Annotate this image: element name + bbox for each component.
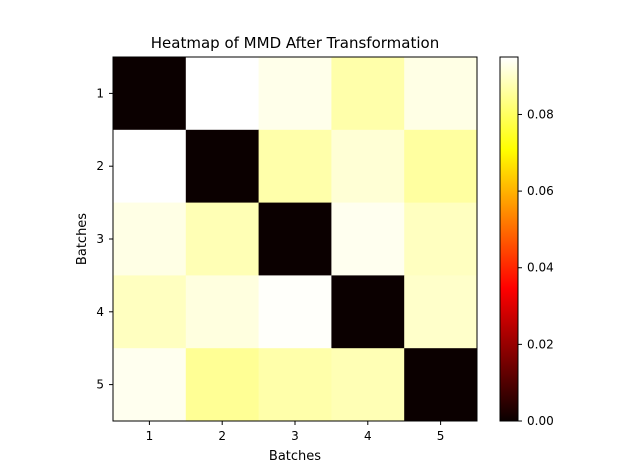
- heatmap-cell: [258, 348, 332, 422]
- heatmap-cell: [113, 348, 187, 422]
- heatmap-cell: [185, 275, 260, 349]
- colorbar-ticks: 0.00 0.02 0.04 0.06 0.08: [518, 107, 554, 428]
- heatmap-cell: [258, 275, 332, 349]
- x-axis: 1 2 3 4 5: [146, 421, 445, 443]
- heatmap-cell: [113, 202, 187, 276]
- heatmap-cell: [185, 348, 260, 422]
- heatmap-cell: [258, 202, 332, 276]
- heatmap-cell: [185, 129, 260, 204]
- x-tick-label: 5: [437, 429, 445, 443]
- heatmap-cell: [404, 275, 478, 349]
- heatmap-cell: [404, 57, 478, 131]
- heatmap-cell: [113, 275, 187, 349]
- heatmap-cell: [331, 129, 405, 204]
- colorbar-tick-label: 0.04: [527, 261, 554, 275]
- heatmap-cell: [113, 57, 187, 131]
- heatmap-cell: [404, 348, 478, 422]
- heatmap-cell: [404, 202, 478, 276]
- heatmap-cell: [258, 57, 332, 131]
- y-tick-label: 3: [96, 232, 104, 246]
- heatmap-cell: [258, 129, 332, 204]
- x-tick-label: 2: [218, 429, 226, 443]
- heatmap-cell: [331, 57, 405, 131]
- x-tick-label: 4: [364, 429, 372, 443]
- heatmap-cell: [331, 348, 405, 422]
- y-tick-label: 2: [96, 159, 104, 173]
- colorbar-tick-label: 0.08: [527, 107, 554, 121]
- y-axis-label: Batches: [75, 213, 90, 265]
- chart-title: Heatmap of MMD After Transformation: [151, 34, 439, 52]
- x-axis-label: Batches: [269, 449, 321, 464]
- y-tick-label: 4: [96, 305, 104, 319]
- x-tick-label: 3: [291, 429, 299, 443]
- heatmap-cell: [331, 202, 405, 276]
- x-tick-label: 1: [146, 429, 154, 443]
- heatmap-cells: [113, 57, 478, 422]
- colorbar-tick-label: 0.00: [527, 414, 554, 428]
- y-tick-label: 5: [96, 378, 104, 392]
- heatmap-cell: [404, 129, 478, 204]
- colorbar-tick-label: 0.06: [527, 184, 554, 198]
- heatmap-cell: [113, 129, 187, 204]
- heatmap-cell: [185, 202, 260, 276]
- colorbar: [499, 56, 519, 422]
- y-tick-label: 1: [96, 86, 104, 100]
- heatmap-cell: [331, 275, 405, 349]
- y-axis: 1 2 3 4 5: [96, 86, 113, 392]
- heatmap-cell: [185, 57, 260, 131]
- colorbar-tick-label: 0.02: [527, 337, 554, 351]
